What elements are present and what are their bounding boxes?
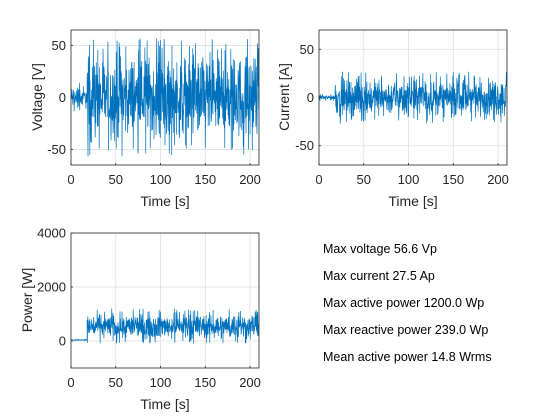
voltage-xlabel: Time [s]: [140, 193, 189, 209]
power-xtick-label: 0: [67, 375, 74, 390]
voltage-xtick-label: 200: [239, 172, 261, 187]
power-xtick-label: 150: [194, 375, 216, 390]
voltage-series-line: [70, 38, 260, 157]
voltage-xtick-label: 150: [194, 172, 216, 187]
current-panel: 0 50 100 150 200 -50 0 50 Time [s] Current [A]: [276, 29, 509, 209]
max-current-text: Max current 27.5 Ap: [323, 269, 435, 283]
current-xlabel: Time [s]: [388, 193, 437, 209]
power-ytick-label: 4000: [37, 226, 66, 241]
power-xtick-label: 50: [109, 375, 123, 390]
stats-panel: Max voltage 56.6 Vp Max current 27.5 Ap …: [323, 236, 492, 371]
max-voltage-text: Max voltage 56.6 Vp: [323, 242, 437, 256]
current-signal: [318, 71, 508, 124]
current-ytick-label: -50: [295, 138, 314, 153]
current-xtick-label: 150: [442, 172, 464, 187]
power-axes-box: [70, 232, 260, 369]
current-ticks: 0 50 100 150 200 -50 0 50: [295, 42, 509, 187]
power-ylabel: Power [W]: [19, 268, 35, 333]
current-ytick-label: 50: [300, 42, 314, 57]
power-xtick-label: 200: [239, 375, 261, 390]
max-reactive-power-text: Max reactive power 239.0 Wp: [323, 323, 489, 337]
voltage-xtick-label: 100: [150, 172, 172, 187]
power-signal: [70, 308, 260, 344]
power-xlabel: Time [s]: [140, 396, 189, 412]
power-ytick-label: 0: [59, 334, 66, 349]
mean-active-power-text: Mean active power 14.8 Wrms: [323, 350, 492, 364]
current-series-line: [318, 71, 508, 124]
voltage-xtick-label: 50: [109, 172, 123, 187]
current-xtick-label: 100: [398, 172, 420, 187]
voltage-ytick-label: 0: [59, 90, 66, 105]
voltage-ytick-label: -50: [47, 142, 66, 157]
power-ytick-label: 2000: [37, 280, 66, 295]
voltage-ylabel: Voltage [V]: [29, 63, 45, 131]
power-series-line: [70, 308, 260, 344]
max-active-power-text: Max active power 1200.0 Wp: [323, 296, 485, 310]
voltage-ytick-label: 50: [52, 38, 66, 53]
current-xtick-label: 50: [357, 172, 371, 187]
current-ylabel: Current [A]: [276, 63, 292, 131]
power-axes-area: [71, 233, 259, 368]
current-xtick-label: 0: [315, 172, 322, 187]
voltage-xtick-label: 0: [67, 172, 74, 187]
power-xtick-label: 100: [150, 375, 172, 390]
voltage-signal: [70, 38, 260, 157]
current-xtick-label: 200: [487, 172, 509, 187]
current-ytick-label: 0: [307, 90, 314, 105]
